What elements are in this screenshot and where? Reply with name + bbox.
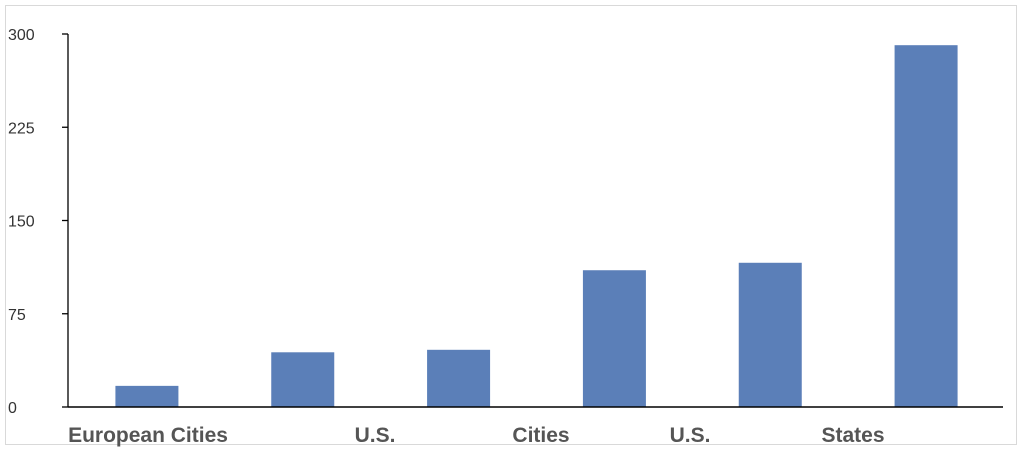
y-tick-label: 75 — [8, 307, 26, 324]
y-axis: 0 75 150 225 300 — [8, 27, 69, 417]
y-tick-label: 300 — [8, 27, 35, 44]
bar — [271, 352, 335, 407]
x-axis: European Cities U.S. Cities U.S. States — [68, 406, 1003, 447]
x-category-label: States — [821, 424, 884, 447]
bar — [738, 262, 802, 407]
y-tick-label: 0 — [8, 400, 17, 417]
x-category-label: U.S. — [355, 424, 396, 447]
bar — [894, 45, 958, 407]
x-category-label: Cities — [512, 424, 569, 447]
y-tick-label: 225 — [8, 120, 35, 137]
bar — [427, 349, 491, 407]
bar — [115, 385, 179, 407]
y-tick-label: 150 — [8, 214, 35, 231]
x-category-label: European Cities — [68, 424, 228, 447]
bars — [115, 45, 958, 407]
chart-frame — [5, 5, 1017, 445]
bar — [582, 270, 646, 407]
x-category-label: U.S. — [670, 424, 711, 447]
